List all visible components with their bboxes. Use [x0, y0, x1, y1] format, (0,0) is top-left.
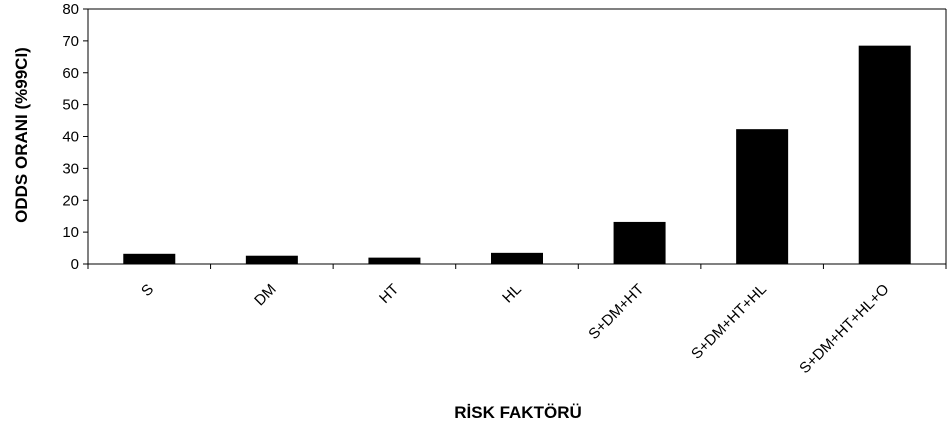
- x-axis-title: RİSK FAKTÖRÜ: [454, 403, 582, 422]
- bar: [123, 253, 176, 264]
- y-tick-label: 80: [62, 1, 79, 18]
- bar: [368, 257, 421, 264]
- plot-area: 0 10 20 30 40 50 60 70 80 S DM HT HL S+DM+HT S+DM+HT+H…: [62, 1, 947, 377]
- x-tick-label: S+DM+HT: [585, 281, 647, 343]
- bar: [736, 129, 789, 264]
- bar: [613, 221, 666, 264]
- y-axis-title: ODDS ORANI (%99CI): [12, 47, 31, 223]
- bar: [858, 45, 911, 264]
- y-tick-label: 50: [62, 97, 79, 114]
- x-tick-label: S: [138, 281, 157, 300]
- x-tick-label: S+DM+HT+HL+O: [796, 281, 892, 377]
- y-tick-label: 20: [62, 192, 79, 209]
- bar: [491, 252, 543, 264]
- x-tick-label: HT: [376, 281, 402, 307]
- y-tick-label: 30: [62, 160, 79, 177]
- x-tick-label: S+DM+HT+HL: [688, 281, 770, 363]
- x-tick-label: HL: [499, 281, 525, 307]
- y-tick-label: 70: [62, 33, 79, 50]
- y-tick-label: 60: [62, 65, 79, 82]
- y-tick-label: 10: [62, 224, 79, 241]
- x-tick-label: DM: [251, 281, 280, 310]
- bar: [245, 255, 298, 264]
- y-tick-label: 40: [62, 129, 79, 146]
- y-tick-label: 0: [71, 256, 79, 273]
